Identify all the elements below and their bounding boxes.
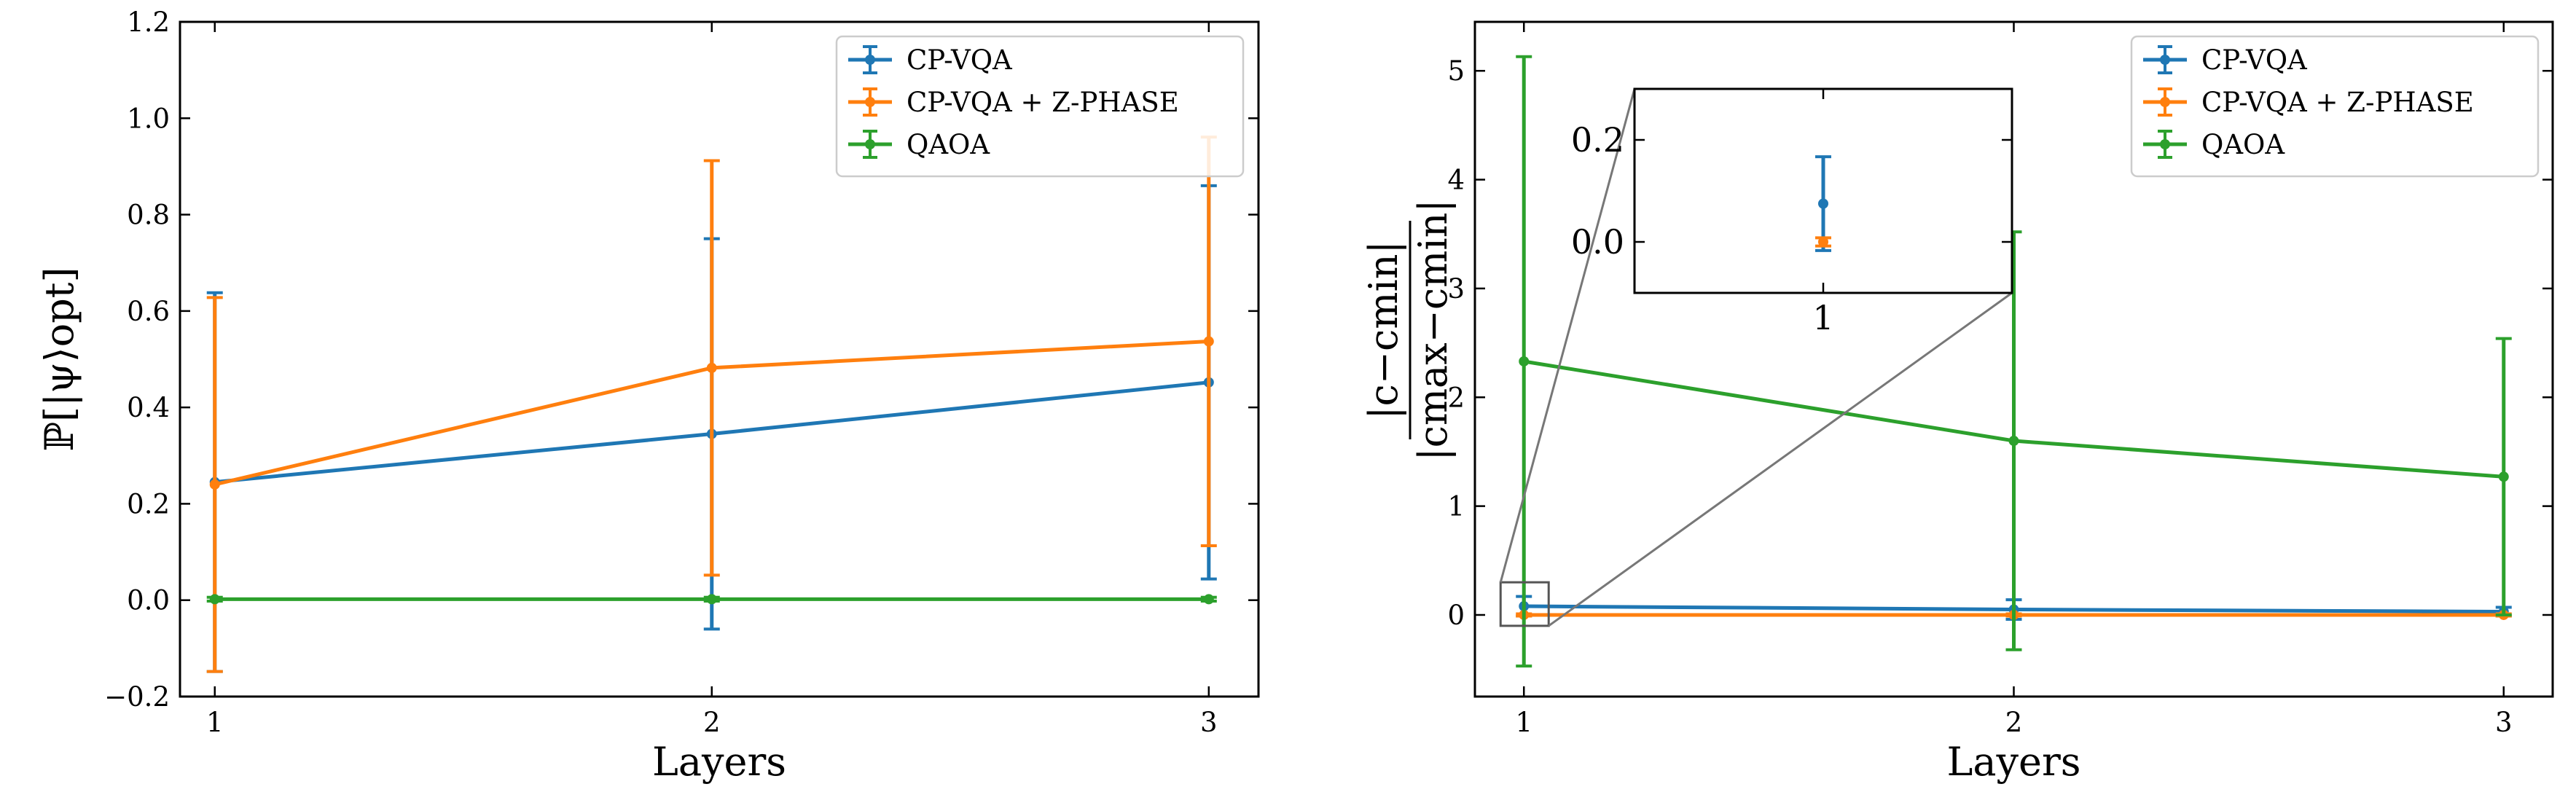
data-point: [209, 479, 220, 490]
data-point: [2498, 471, 2509, 482]
y-tick-label: 0.0: [127, 585, 170, 616]
data-point: [1519, 356, 1530, 366]
data-point: [706, 594, 717, 605]
legend: CP-VQA CP-VQA + Z-PHASE QAOA: [835, 35, 1245, 178]
inset-y-tick-label: 0.2: [1571, 120, 1624, 160]
y-axis-label-numerator: |c−cmin|: [1361, 240, 1406, 419]
y-tick-label: 1.2: [127, 7, 170, 38]
x-tick-label: 3: [2495, 707, 2513, 738]
x-tick-label: 2: [2005, 707, 2023, 738]
y-tick-label: 0.2: [127, 488, 170, 519]
y-tick-label: 0.6: [127, 296, 170, 327]
y-tick-label: 2: [1447, 382, 1465, 413]
inset-series-cp-vqa-z-phase: [1815, 236, 1831, 248]
series-cp-vqa-z-phase: [206, 136, 1217, 673]
inset-series-cp-vqa: [1815, 155, 1831, 252]
y-tick-label: 4: [1447, 165, 1465, 196]
series-group: [206, 136, 1217, 673]
series-qaoa: [206, 594, 1217, 605]
y-tick-label: 3: [1447, 273, 1465, 305]
x-tick-label: 1: [1515, 707, 1532, 738]
x-tick-label: 2: [703, 707, 721, 738]
right-panel: 1 2 3 0 1 2 3 4 5 Layers CP-VQA CP-VQA + Z-PHASE QAO…: [1361, 20, 2554, 785]
x-tick-label: 1: [206, 707, 224, 738]
legend-label: CP-VQA + Z-PHASE: [907, 87, 1179, 118]
legend-item-qaoa: QAOA: [848, 129, 990, 160]
legend-box: [835, 35, 1245, 178]
legend-item-qaoa: QAOA: [2143, 129, 2285, 160]
legend-marker: [865, 97, 875, 107]
legend-item-cp-vqa-z-phase: CP-VQA + Z-PHASE: [2143, 87, 2474, 118]
data-point: [1203, 594, 1214, 605]
inset-data-point: [1818, 237, 1828, 247]
data-point: [706, 362, 717, 373]
y-tick-label: 0: [1447, 600, 1465, 631]
data-point: [209, 594, 220, 605]
left-panel: 1 2 3 −0.2 0.0 0.2 0.4 0.6 0.8 1.0 1.2 Layers CP-VQA…: [36, 7, 1260, 785]
legend-item-cp-vqa: CP-VQA: [848, 44, 1013, 76]
legend: CP-VQA CP-VQA + Z-PHASE QAOA: [2130, 35, 2540, 178]
inset: 0.0 0.2 1: [1499, 87, 2013, 627]
plot-frame: [179, 20, 1260, 698]
data-point: [1203, 336, 1214, 347]
data-point: [2008, 436, 2019, 447]
inset-y-tick-label: 0.0: [1571, 222, 1624, 262]
y-tick-label: 0.4: [127, 392, 170, 423]
y-tick-label: 5: [1447, 55, 1465, 87]
y-axis-label-denominator: |cmax−cmin|: [1410, 199, 1456, 460]
x-axis-label: Layers: [652, 739, 786, 785]
legend-marker: [865, 139, 875, 149]
y-tick-label: −0.2: [104, 681, 170, 713]
legend-item-cp-vqa: CP-VQA: [2143, 44, 2308, 76]
legend-label: CP-VQA: [907, 44, 1013, 76]
zoom-region: [1499, 581, 1550, 627]
inset-x-tick-label: 1: [1812, 298, 1833, 337]
series-qaoa: [1516, 55, 2512, 668]
legend-label: CP-VQA + Z-PHASE: [2201, 87, 2474, 118]
legend-label: CP-VQA: [2201, 44, 2308, 76]
y-axis-label: |c−cmin| |cmax−cmin|: [1361, 199, 1456, 460]
legend-marker: [2160, 55, 2170, 65]
y-axis-label: ℙ[|ψ⟩opt]: [36, 267, 82, 451]
legend-marker: [2160, 139, 2170, 149]
y-tick-label: 1.0: [127, 103, 170, 134]
y-tick-label: 1: [1447, 491, 1465, 522]
legend-marker: [2160, 97, 2170, 107]
legend-marker: [865, 55, 875, 65]
inset-connector: [1499, 88, 1636, 583]
y-tick-label: 0.8: [127, 200, 170, 231]
inset-data-point: [1818, 198, 1828, 209]
legend-label: QAOA: [907, 129, 990, 160]
x-axis-label: Layers: [1946, 739, 2080, 785]
legend-box: [2130, 35, 2540, 178]
legend-item-cp-vqa-z-phase: CP-VQA + Z-PHASE: [848, 87, 1179, 118]
series-group: [1516, 55, 2512, 668]
inset-connector: [1548, 291, 2013, 627]
legend-label: QAOA: [2201, 129, 2285, 160]
x-tick-label: 3: [1200, 707, 1218, 738]
